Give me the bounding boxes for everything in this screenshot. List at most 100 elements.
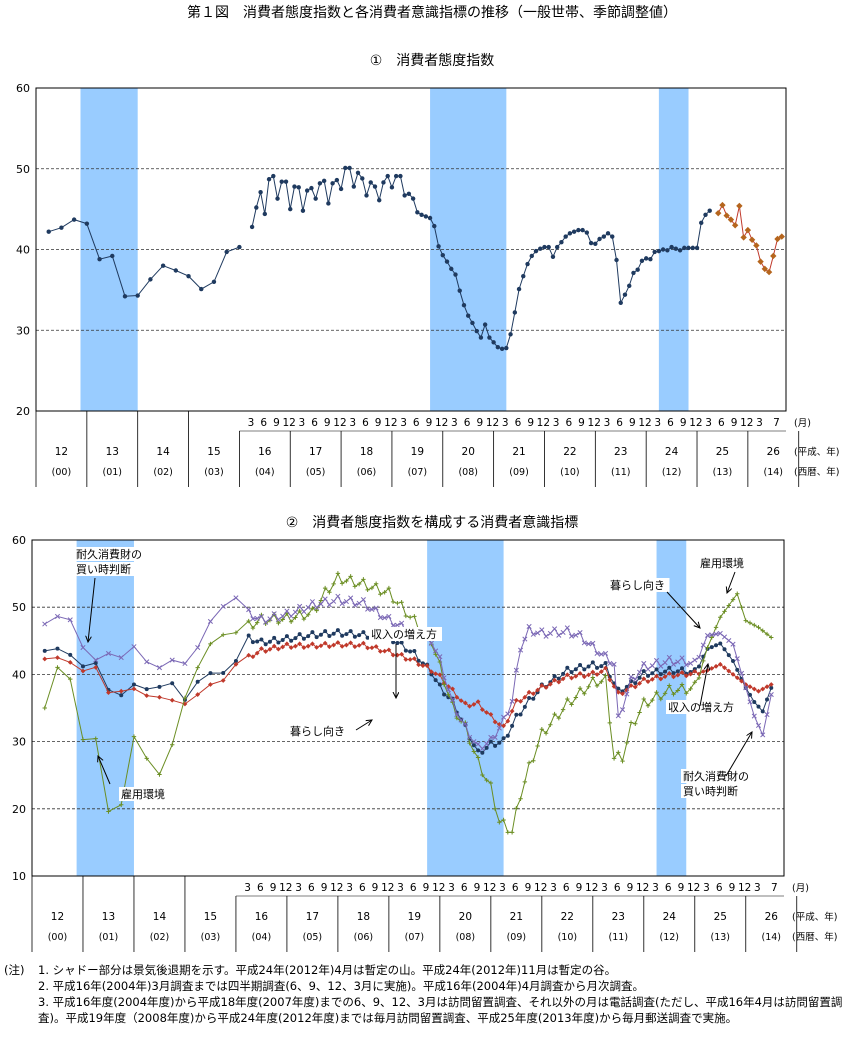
month-unit-label: (月)	[794, 418, 811, 429]
month-tick-2012-6: 6	[665, 882, 672, 894]
point-s1-24	[280, 644, 286, 650]
point-s2-83	[531, 758, 536, 763]
annot-income-1-bg	[369, 627, 442, 641]
note-2: 2. 平成16年(2004年)3月調査までは四半期調査(6、9、12、3月に実施…	[38, 979, 645, 993]
point-s1-79	[513, 697, 519, 703]
point-s3-73	[488, 734, 494, 740]
point-s3-47	[377, 615, 383, 621]
point-s2-75	[497, 820, 502, 825]
month-tick-2007-6: 6	[410, 882, 417, 894]
point-postal-15	[778, 233, 785, 240]
point-s1-49	[386, 647, 392, 653]
point-monthly-71	[550, 254, 556, 259]
point-monthly-42	[427, 215, 433, 221]
point-monthly-38	[410, 196, 416, 201]
point-s2-132	[739, 605, 744, 610]
point-monthly-37	[406, 191, 412, 196]
point-s1-119	[683, 673, 689, 679]
point-s2-129	[726, 603, 731, 608]
annot-income-2-bg	[666, 700, 739, 714]
point-monthly-70	[546, 244, 551, 250]
point-s1-81	[522, 694, 528, 700]
point-s2-14	[220, 632, 226, 637]
point-s3-85	[539, 627, 545, 633]
point-s0-115	[667, 665, 672, 670]
month-tick-2008-12: 12	[483, 882, 496, 894]
month-tick-2013-9: 9	[729, 882, 736, 894]
point-monthly-47	[449, 266, 454, 272]
point-s3-62	[441, 675, 447, 681]
point-monthly-68	[538, 246, 543, 251]
leader-line-1	[98, 756, 111, 785]
point-s2-41	[352, 584, 358, 589]
point-s1-111	[649, 676, 655, 682]
series-line-postal	[717, 203, 783, 273]
month-tick-2010-6: 6	[565, 417, 572, 429]
point-s3-10	[169, 657, 175, 663]
point-s3-49	[386, 613, 392, 619]
point-monthly-75	[567, 231, 573, 236]
point-monthly-26	[360, 176, 365, 181]
point-s1-109	[641, 676, 647, 682]
point-monthly-72	[554, 244, 560, 250]
point-s2-16	[246, 618, 251, 624]
point-s0-105	[624, 684, 629, 689]
month-tick-2009-9: 9	[527, 417, 534, 429]
point-s1-108	[637, 680, 642, 686]
point-s2-54	[407, 615, 413, 620]
point-monthly-61	[508, 332, 513, 337]
year-label-heisei-18: 18	[357, 911, 370, 923]
point-monthly-33	[389, 185, 395, 190]
point-s3-11	[182, 660, 188, 667]
point-s2-100	[603, 673, 608, 678]
point-s1-41	[352, 644, 358, 650]
month-tick-2004-3: 3	[248, 417, 255, 429]
point-s0-37	[335, 628, 340, 633]
note-3: 3. 平成16年度(2004年度)から平成18年度(2007年度)までの6、9、…	[38, 995, 843, 1025]
annot-living-2-bg	[608, 578, 670, 592]
point-s0-40	[348, 629, 353, 634]
point-s2-76	[501, 817, 506, 823]
point-s3-9	[156, 665, 163, 671]
point-s0-54	[408, 649, 413, 654]
point-s2-26	[288, 619, 294, 624]
point-monthly-6	[275, 196, 280, 201]
point-monthly-94	[648, 256, 653, 262]
month-tick-2004-9: 9	[273, 417, 280, 429]
point-s3-1	[54, 613, 61, 619]
point-s2-88	[552, 711, 557, 717]
year-label-heisei-15: 15	[204, 911, 217, 923]
point-s0-74	[493, 743, 498, 748]
point-monthly-91	[635, 267, 640, 272]
point-monthly-103	[686, 245, 691, 251]
point-s0-6	[119, 693, 124, 698]
month-tick-2011-9: 9	[629, 417, 636, 429]
annot-durables-3: 耐久消費財の	[683, 769, 749, 783]
point-s3-61	[437, 654, 443, 660]
point-s1-99	[598, 669, 604, 675]
point-s2-18	[254, 620, 260, 625]
point-s1-114	[662, 674, 668, 680]
point-s1-20	[263, 649, 269, 654]
point-s1-7	[131, 686, 137, 692]
month-tick-2004-6: 6	[257, 882, 264, 894]
point-s2-98	[594, 683, 600, 689]
point-s2-82	[526, 760, 532, 766]
point-s1-83	[530, 691, 536, 697]
point-s0-116	[671, 671, 676, 676]
point-s1-37	[335, 640, 341, 645]
point-s1-130	[730, 672, 736, 677]
point-s2-123	[701, 658, 706, 664]
annot-employment-1-bg	[119, 787, 169, 801]
point-monthly-101	[677, 248, 683, 253]
month-tick-2007-9: 9	[426, 417, 433, 429]
point-s2-0	[42, 705, 47, 711]
point-s3-100	[603, 650, 609, 656]
month-tick-2006-9: 9	[372, 882, 379, 894]
point-s3-116	[670, 661, 677, 667]
chart2-title: ② 消費者態度指数を構成する消費者意識指標	[285, 515, 579, 531]
point-s0-43	[361, 630, 366, 635]
point-s2-73	[488, 780, 494, 786]
point-postal-11	[761, 265, 768, 273]
